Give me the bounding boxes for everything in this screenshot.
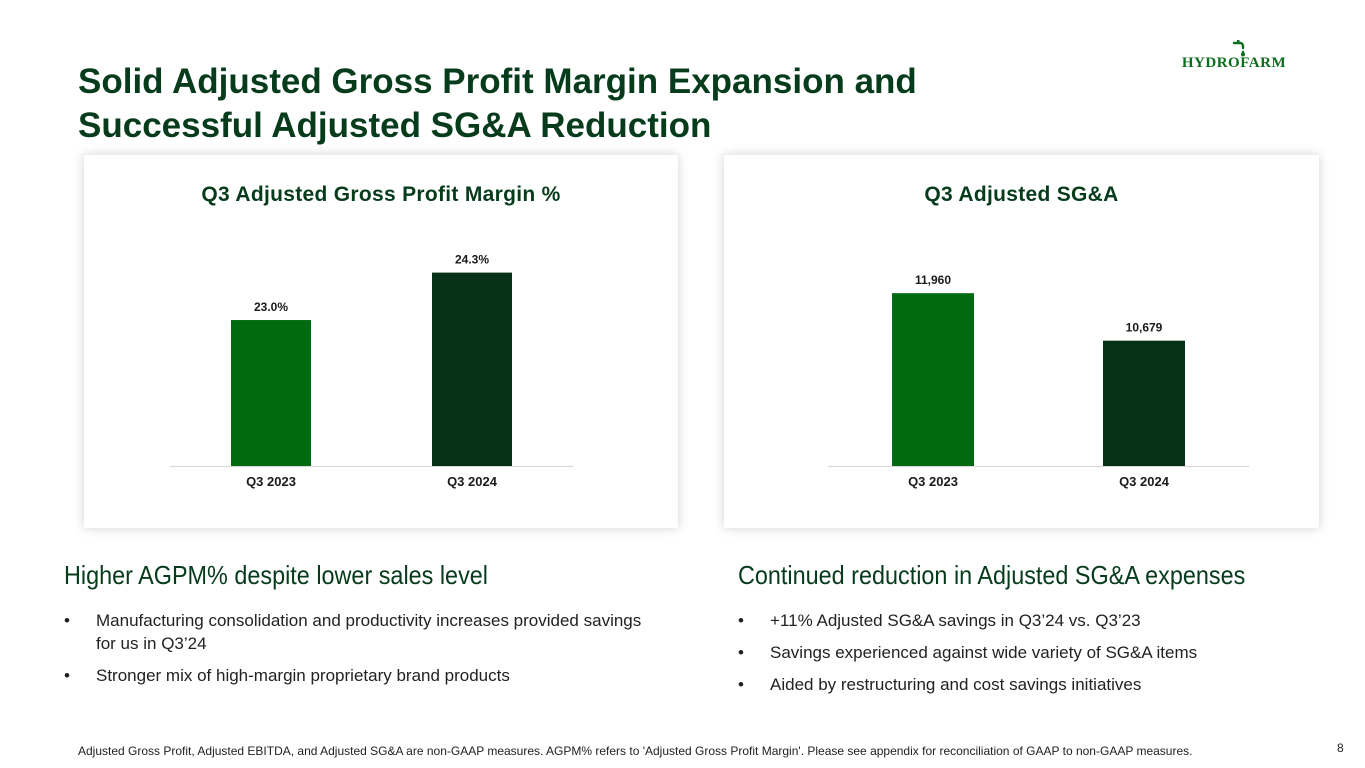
x-tick-label: Q3 2024 [447,474,498,489]
sga-chart-card: Q3 Adjusted SG&A 11,960 Q3 2023 10,679 Q3 2… [724,155,1319,528]
x-tick-label: Q3 2023 [246,474,296,489]
bullet-item: Aided by restructuring and cost savings … [738,673,1298,696]
bullet-item: Manufacturing consolidation and producti… [64,609,664,655]
right-section-heading: Continued reduction in Adjusted SG&A exp… [738,560,1246,590]
gross-margin-chart-card: Q3 Adjusted Gross Profit Margin % 23.0% Q… [84,155,678,528]
sga-chart-title: Q3 Adjusted SG&A [924,183,1119,206]
slide-title-line-1: Solid Adjusted Gross Profit Margin Expan… [78,62,917,101]
bar-q3-2024 [432,272,512,466]
data-label: 10,679 [1126,321,1163,335]
data-label: 11,960 [915,273,951,287]
bullet-item: Stronger mix of high-margin proprietary … [64,664,664,687]
bar-q3-2023 [892,293,974,466]
bar-q3-2024 [1103,340,1185,466]
gross-margin-bar-chart: 23.0% Q3 2023 24.3% Q3 2024 [170,253,573,489]
slide-title: Solid Adjusted Gross Profit Margin Expan… [78,60,1038,148]
right-bullet-list: +11% Adjusted SG&A savings in Q3’24 vs. … [738,609,1298,705]
hydrofarm-logo: HYDROFARM [1181,40,1287,76]
logo-text: HYDROFARM [1181,55,1287,71]
bullet-item: +11% Adjusted SG&A savings in Q3’24 vs. … [738,609,1298,632]
x-tick-label: Q3 2023 [908,474,958,489]
left-section-heading: Higher AGPM% despite lower sales level [64,560,488,590]
x-tick-label: Q3 2024 [1119,474,1170,489]
bullet-item: Savings experienced against wide variety… [738,641,1298,664]
left-bullet-list: Manufacturing consolidation and producti… [64,609,664,696]
sga-bar-chart: 11,960 Q3 2023 10,679 Q3 2024 [828,273,1249,489]
bar-q3-2023 [231,320,311,466]
data-label: 24.3% [455,253,489,267]
data-label: 23.0% [254,300,288,314]
page-number: 8 [1337,741,1344,755]
footnote: Adjusted Gross Profit, Adjusted EBITDA, … [78,744,1193,758]
slide-title-line-2: Successful Adjusted SG&A Reduction [78,106,712,145]
gross-margin-chart-title: Q3 Adjusted Gross Profit Margin % [201,183,561,206]
faucet-drop-icon [1232,40,1245,57]
